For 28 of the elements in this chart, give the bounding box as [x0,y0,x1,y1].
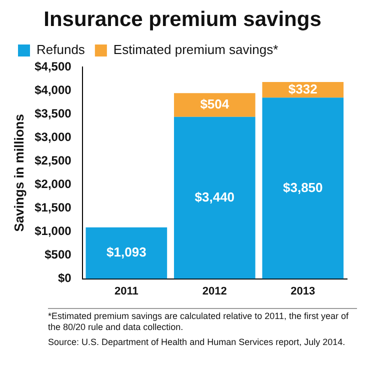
source-note: Source: U.S. Department of Health and Human Services report, July 2014. [48,337,346,348]
bar [262,98,344,279]
y-tick-label: $3,500 [34,106,72,120]
y-tick-label: $500 [44,248,72,262]
y-axis-title: Savings in millions [11,114,26,232]
bar [174,93,256,117]
y-tick-label: $1,500 [34,200,72,215]
x-tick-label: 2012 [202,285,227,298]
y-tick-label: $2,500 [34,153,72,168]
y-tick-label: $3,000 [34,130,72,144]
chart-title: Insurance premium savings [42,8,322,32]
y-tick-label: $0 [58,271,72,286]
y-tick-label: $2,000 [34,176,72,191]
data-label: $1,093 [106,244,146,260]
legend-label: Estimated premium savings* [113,42,278,58]
text: *Estimated premium savings are calculated relative to 2011, the first year of the 80/20 rule and data collection. [48,311,350,333]
data-label: $504 [200,96,230,112]
bar [174,116,256,279]
data-label: $332 [288,81,318,96]
x-tick-label: 2013 [290,285,316,298]
x-tick-label: 2011 [114,285,138,298]
legend-label: Refunds [36,42,86,58]
y-tick-label: $4,500 [34,59,72,74]
data-label: $3,440 [194,189,235,204]
y-tick-label: $4,000 [34,82,72,97]
bar [86,227,168,279]
data-label: $3,850 [283,180,323,195]
y-tick-label: $1,000 [34,224,72,238]
